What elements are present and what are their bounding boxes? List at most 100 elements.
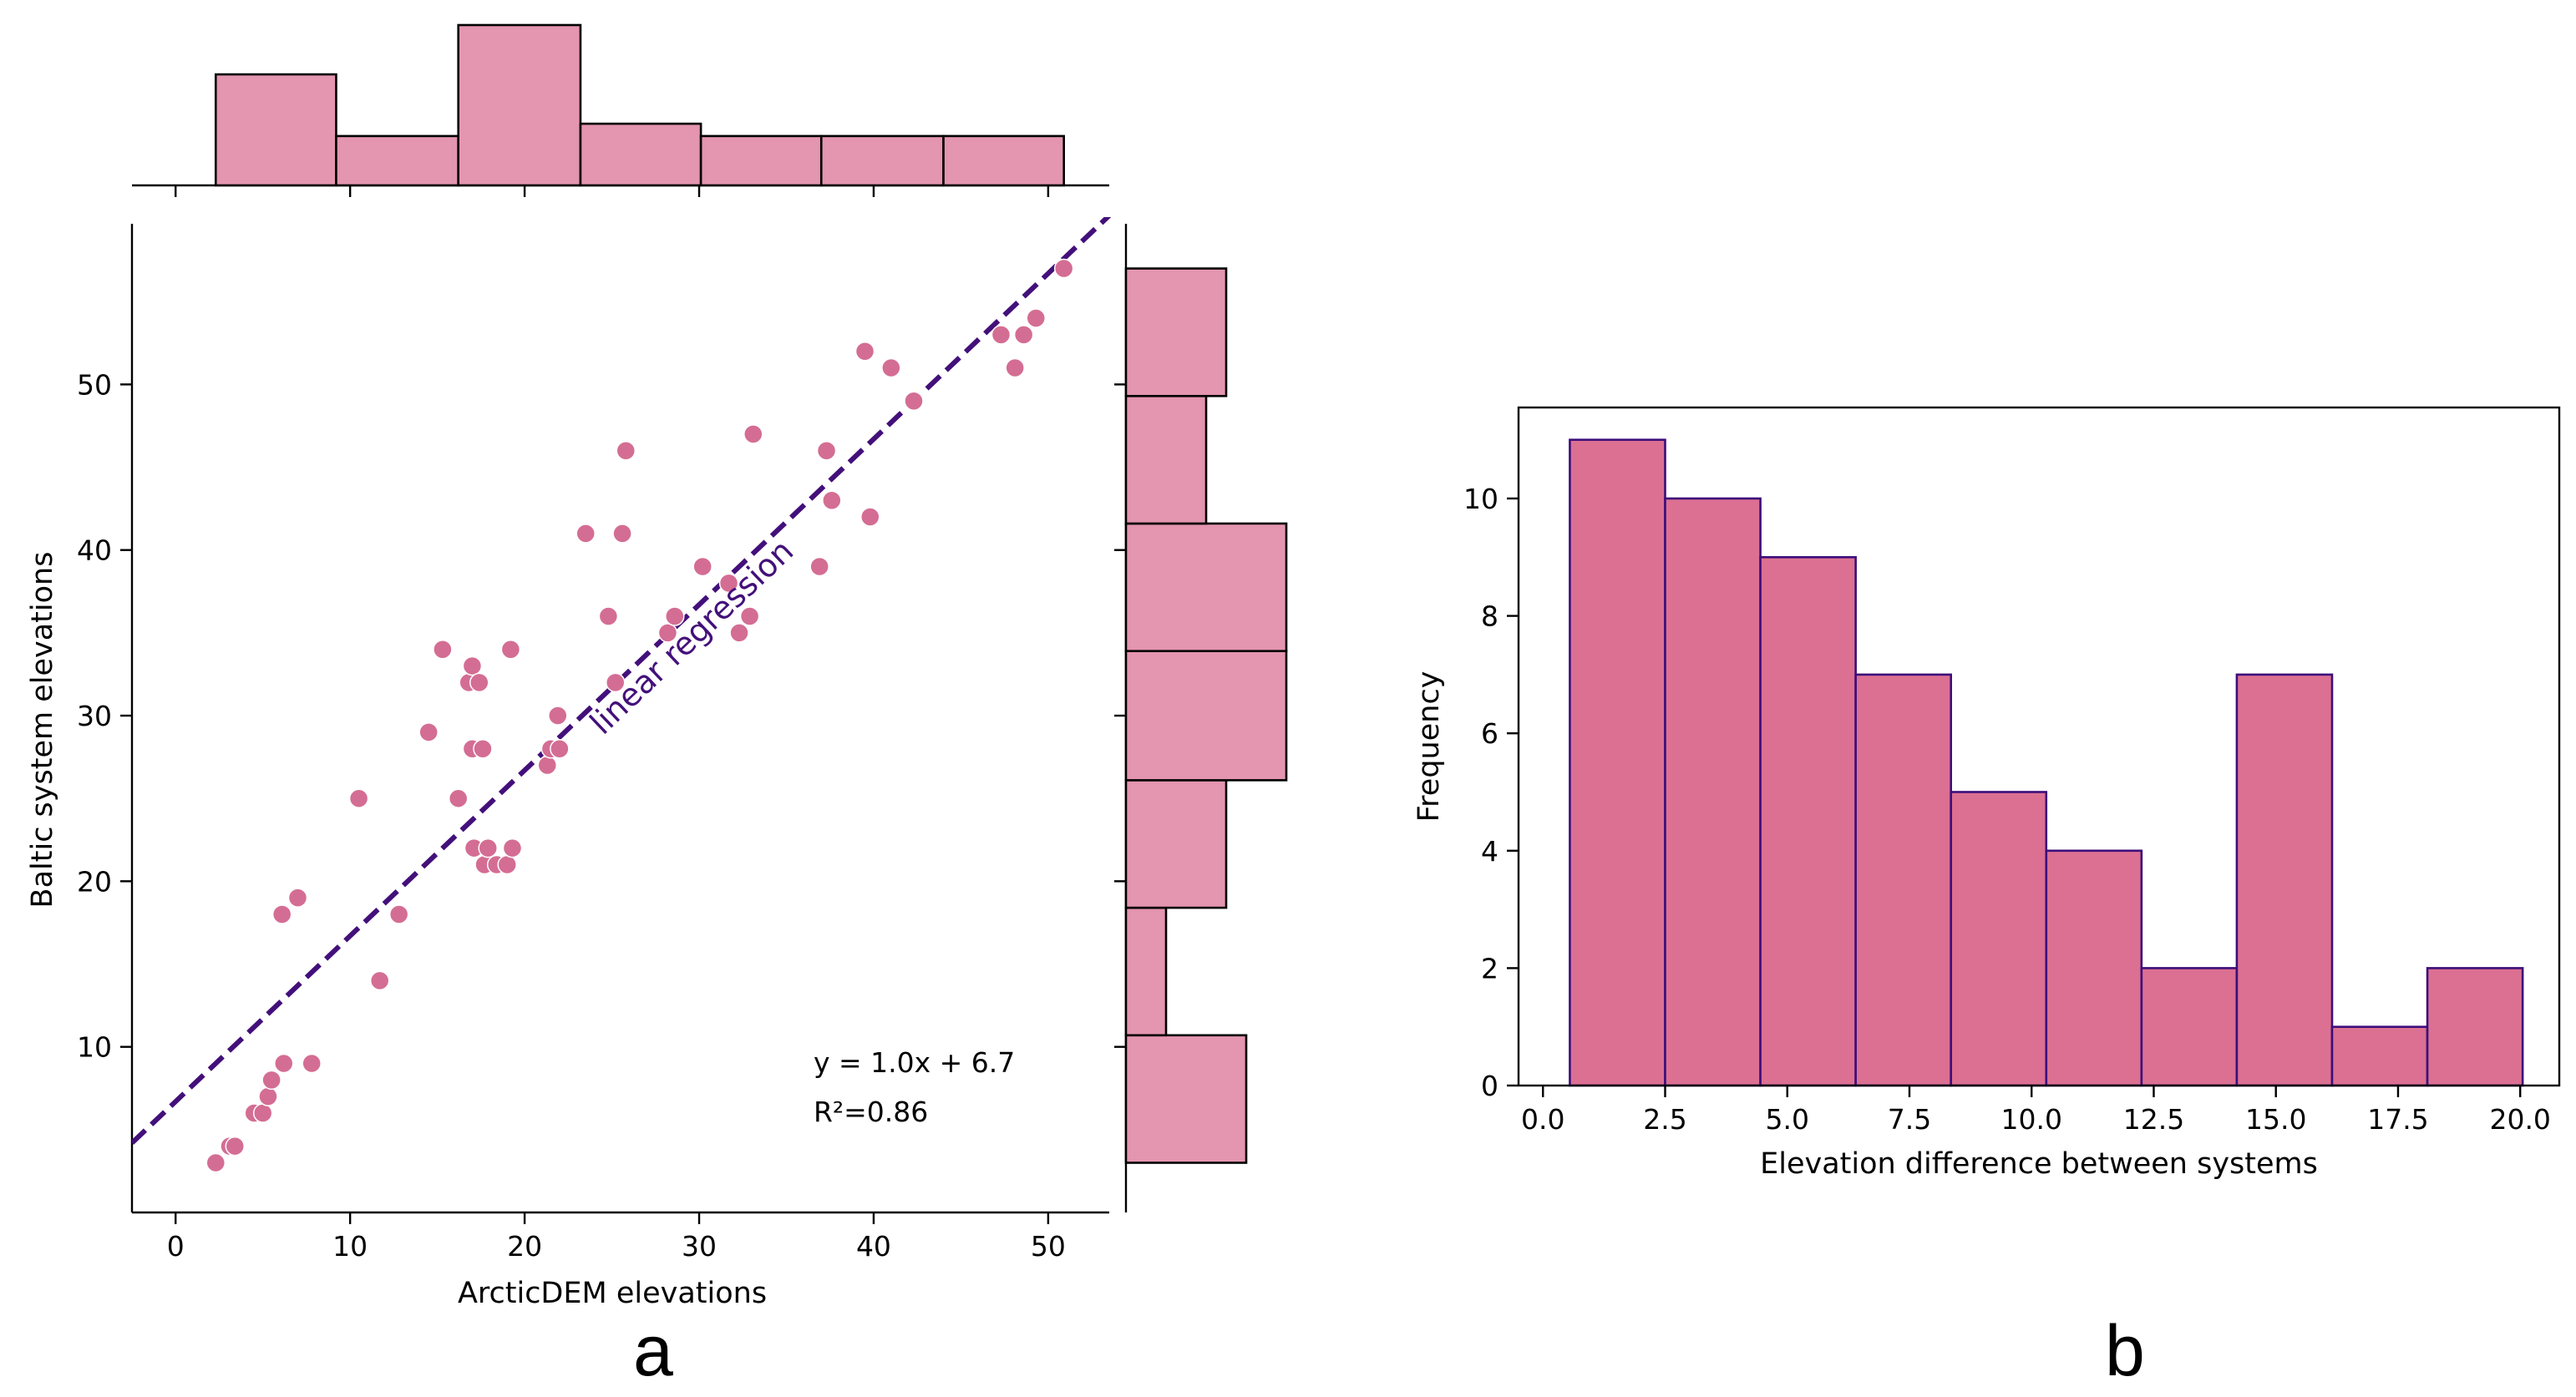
- y-tick-label: 10: [1463, 483, 1498, 515]
- y-tick-label: 4: [1481, 835, 1498, 868]
- r-squared: R²=0.86: [814, 1096, 928, 1128]
- scatter-point: [261, 1070, 281, 1091]
- scatter-point: [287, 888, 308, 908]
- top-marginal-bar: [819, 134, 945, 187]
- histogram-bar: [1569, 438, 1666, 1087]
- scatter-point: [718, 573, 739, 594]
- plot-frame: [1517, 406, 2561, 1087]
- scatter-point: [1005, 357, 1025, 378]
- scatter-point: [258, 1086, 278, 1106]
- x-tick-label: 50: [1031, 1230, 1066, 1263]
- scatter-point: [388, 904, 409, 924]
- x-axis-label: Elevation difference between systems: [1760, 1147, 2318, 1181]
- histogram-bar: [2045, 849, 2143, 1087]
- top-marginal-bar: [457, 23, 582, 187]
- y-tick-label: 40: [77, 534, 112, 567]
- scatter-point: [822, 490, 842, 510]
- histogram-bar: [1664, 497, 1762, 1087]
- top-marginal-bar: [214, 73, 337, 187]
- scatter-point: [616, 440, 636, 461]
- y-tick-label: 50: [77, 368, 112, 401]
- scatter-point: [1026, 308, 1046, 328]
- scatter-point: [816, 440, 837, 461]
- x-tick-label: 5.0: [1765, 1103, 1808, 1136]
- top-marginal-bar: [699, 134, 823, 187]
- scatter-point: [271, 904, 292, 924]
- x-tick-label: 15.0: [2245, 1103, 2306, 1136]
- scatter-point: [991, 325, 1012, 345]
- y-axis-label: Frequency: [1412, 671, 1446, 823]
- y-tick-label: 2: [1481, 952, 1498, 984]
- y-tick-label: 8: [1481, 600, 1498, 633]
- scatter-point: [881, 357, 901, 378]
- y-tick-label: 0: [1481, 1070, 1498, 1102]
- scatter-point: [904, 391, 924, 411]
- x-axis-label: ArcticDEM elevations: [458, 1277, 767, 1310]
- scatter-point: [657, 623, 678, 643]
- histogram-bar: [1950, 791, 2048, 1087]
- x-tick-label: 17.5: [2367, 1103, 2428, 1136]
- scatter-point: [743, 424, 763, 444]
- y-axis-label: Baltic system elevations: [26, 552, 59, 909]
- y-tick-label: 6: [1481, 717, 1498, 750]
- panel-label-a: a: [633, 1311, 673, 1391]
- histogram-bar: [2235, 673, 2334, 1087]
- right-marginal-bar: [1124, 522, 1288, 652]
- scatter-point: [1013, 325, 1034, 345]
- right-marginal-bar: [1124, 267, 1228, 397]
- scatter-point: [369, 970, 390, 991]
- x-tick-label: 10.0: [2000, 1103, 2061, 1136]
- x-tick-label: 0.0: [1521, 1103, 1564, 1136]
- top-marginal-bar: [335, 134, 459, 187]
- right-marginal-bar: [1124, 906, 1168, 1037]
- top-marginal-bar: [579, 122, 702, 187]
- x-tick-label: 30: [682, 1230, 717, 1263]
- scatter-point: [665, 606, 685, 626]
- scatter-point: [612, 524, 632, 544]
- x-tick-label: 7.5: [1888, 1103, 1931, 1136]
- scatter-point: [462, 655, 483, 676]
- scatter-point: [739, 606, 760, 626]
- right-marginal-bar: [1124, 394, 1208, 525]
- right-marginal-bar: [1124, 779, 1228, 909]
- panel-label-b: b: [2105, 1311, 2145, 1391]
- scatter-point: [502, 838, 523, 858]
- scatter-point: [500, 639, 521, 660]
- scatter-point: [252, 1103, 273, 1123]
- scatter-point: [497, 854, 517, 875]
- scatter-point: [537, 755, 557, 776]
- right-marginal-bar: [1124, 1034, 1248, 1164]
- scatter-point: [605, 672, 626, 693]
- scatter-point: [469, 672, 489, 693]
- scatter-point: [448, 788, 469, 808]
- scatter-point: [854, 341, 875, 362]
- scatter-point: [1053, 258, 1074, 279]
- regression-label: linear regression: [583, 532, 801, 742]
- scatter-point: [860, 507, 880, 527]
- x-tick-label: 20.0: [2489, 1103, 2550, 1136]
- scatter-point: [809, 556, 829, 577]
- regression-equation: y = 1.0x + 6.7: [814, 1046, 1015, 1079]
- scatter-point: [473, 738, 493, 759]
- histogram-bar: [1854, 673, 1953, 1087]
- scatter-point: [302, 1053, 322, 1074]
- scatter-point: [433, 639, 453, 660]
- x-tick-label: 12.5: [2123, 1103, 2184, 1136]
- x-tick-label: 10: [332, 1230, 368, 1263]
- histogram-bar: [1759, 555, 1857, 1087]
- top-marginal-bar: [942, 134, 1065, 187]
- scatter-point: [205, 1152, 226, 1173]
- panel-b-histogram: 0.0 2.5 5.0 7.5 10.0 12.5 15.0 17.5 20.0 0 2 4 6 8 10 E…: [1412, 406, 2561, 1181]
- histogram-bar: [2330, 1025, 2429, 1087]
- scatter-point: [274, 1053, 294, 1074]
- y-tick-label: 30: [77, 700, 112, 732]
- scatter-point: [225, 1136, 246, 1157]
- y-tick-label: 20: [77, 865, 112, 898]
- histogram-bar: [2140, 967, 2239, 1087]
- panel-a-scatter-plot: 0 10 20 30 40 50 10 20 30 40 50 ArcticDEM elevation…: [26, 23, 1288, 1310]
- scatter-point: [550, 738, 570, 759]
- right-marginal-bar: [1124, 650, 1288, 782]
- scatter-point: [598, 606, 619, 626]
- x-tick-label: 20: [507, 1230, 542, 1263]
